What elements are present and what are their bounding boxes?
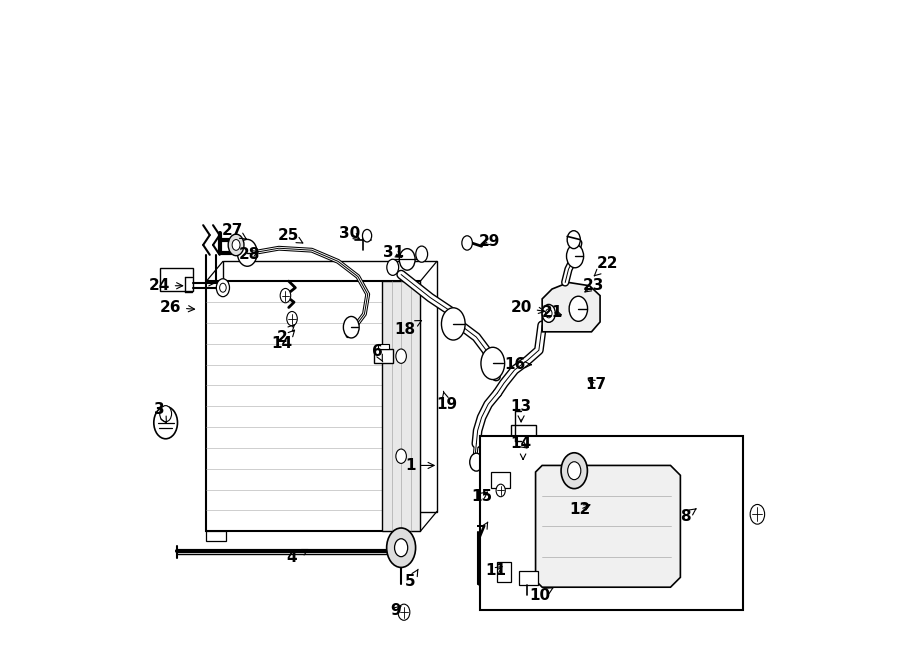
Ellipse shape bbox=[545, 309, 552, 318]
Text: 18: 18 bbox=[395, 321, 421, 336]
Text: 6: 6 bbox=[373, 344, 383, 362]
Bar bbox=[378, 344, 389, 349]
Text: 25: 25 bbox=[278, 227, 302, 243]
Bar bbox=[519, 570, 537, 585]
Polygon shape bbox=[542, 282, 600, 332]
Ellipse shape bbox=[561, 453, 588, 488]
Bar bbox=[480, 436, 742, 610]
Ellipse shape bbox=[216, 279, 230, 297]
Text: 16: 16 bbox=[504, 357, 531, 372]
Text: 22: 22 bbox=[594, 256, 618, 276]
Text: 8: 8 bbox=[680, 508, 697, 524]
Text: 30: 30 bbox=[339, 225, 361, 241]
Text: 1: 1 bbox=[405, 458, 434, 473]
Bar bbox=[223, 261, 436, 512]
Ellipse shape bbox=[566, 245, 583, 268]
Ellipse shape bbox=[394, 539, 408, 557]
Text: 12: 12 bbox=[570, 502, 591, 517]
Text: 7: 7 bbox=[476, 522, 488, 540]
Bar bbox=[206, 531, 226, 541]
Ellipse shape bbox=[542, 305, 555, 323]
Ellipse shape bbox=[416, 246, 428, 262]
Ellipse shape bbox=[567, 231, 580, 249]
Text: 13: 13 bbox=[510, 399, 532, 422]
Text: 29: 29 bbox=[479, 234, 500, 249]
Text: 19: 19 bbox=[436, 391, 457, 412]
Text: 31: 31 bbox=[383, 245, 405, 260]
Text: 4: 4 bbox=[287, 549, 308, 565]
Text: 17: 17 bbox=[586, 377, 607, 392]
Ellipse shape bbox=[387, 259, 399, 276]
Ellipse shape bbox=[387, 528, 416, 567]
Ellipse shape bbox=[232, 239, 240, 251]
Text: 14: 14 bbox=[510, 436, 532, 451]
Bar bbox=[497, 563, 511, 582]
Ellipse shape bbox=[400, 249, 415, 270]
Ellipse shape bbox=[470, 453, 483, 471]
Bar bbox=[510, 424, 536, 452]
Text: 2: 2 bbox=[277, 325, 294, 344]
Ellipse shape bbox=[750, 504, 765, 524]
Ellipse shape bbox=[568, 462, 580, 480]
Text: 10: 10 bbox=[529, 588, 554, 603]
Text: 24: 24 bbox=[148, 278, 183, 293]
Bar bbox=[160, 268, 194, 291]
Text: 20: 20 bbox=[510, 300, 544, 315]
Text: 14: 14 bbox=[272, 330, 294, 351]
Ellipse shape bbox=[496, 484, 505, 496]
Bar bbox=[491, 472, 510, 488]
Ellipse shape bbox=[344, 317, 359, 338]
Text: 3: 3 bbox=[154, 402, 166, 423]
Ellipse shape bbox=[238, 239, 257, 266]
Ellipse shape bbox=[441, 308, 465, 340]
Ellipse shape bbox=[287, 311, 297, 326]
Ellipse shape bbox=[280, 288, 291, 303]
Ellipse shape bbox=[220, 283, 226, 292]
Ellipse shape bbox=[481, 347, 505, 379]
Polygon shape bbox=[536, 465, 680, 587]
Text: 28: 28 bbox=[238, 247, 260, 262]
Text: 5: 5 bbox=[405, 569, 418, 590]
Bar bbox=[206, 281, 420, 531]
Ellipse shape bbox=[398, 604, 410, 620]
Ellipse shape bbox=[229, 234, 244, 256]
Bar bbox=[374, 349, 392, 364]
Ellipse shape bbox=[396, 449, 407, 463]
Text: 26: 26 bbox=[159, 300, 194, 315]
Ellipse shape bbox=[569, 296, 588, 321]
Bar bbox=[382, 281, 420, 531]
Text: 27: 27 bbox=[222, 223, 247, 239]
Text: 23: 23 bbox=[583, 278, 604, 293]
Ellipse shape bbox=[159, 406, 172, 422]
Text: 15: 15 bbox=[471, 489, 492, 504]
Ellipse shape bbox=[396, 349, 407, 364]
Ellipse shape bbox=[154, 407, 177, 439]
Ellipse shape bbox=[462, 236, 472, 250]
Text: 9: 9 bbox=[391, 603, 401, 618]
Ellipse shape bbox=[363, 229, 372, 242]
Text: 11: 11 bbox=[486, 563, 507, 578]
Text: 21: 21 bbox=[542, 305, 562, 319]
